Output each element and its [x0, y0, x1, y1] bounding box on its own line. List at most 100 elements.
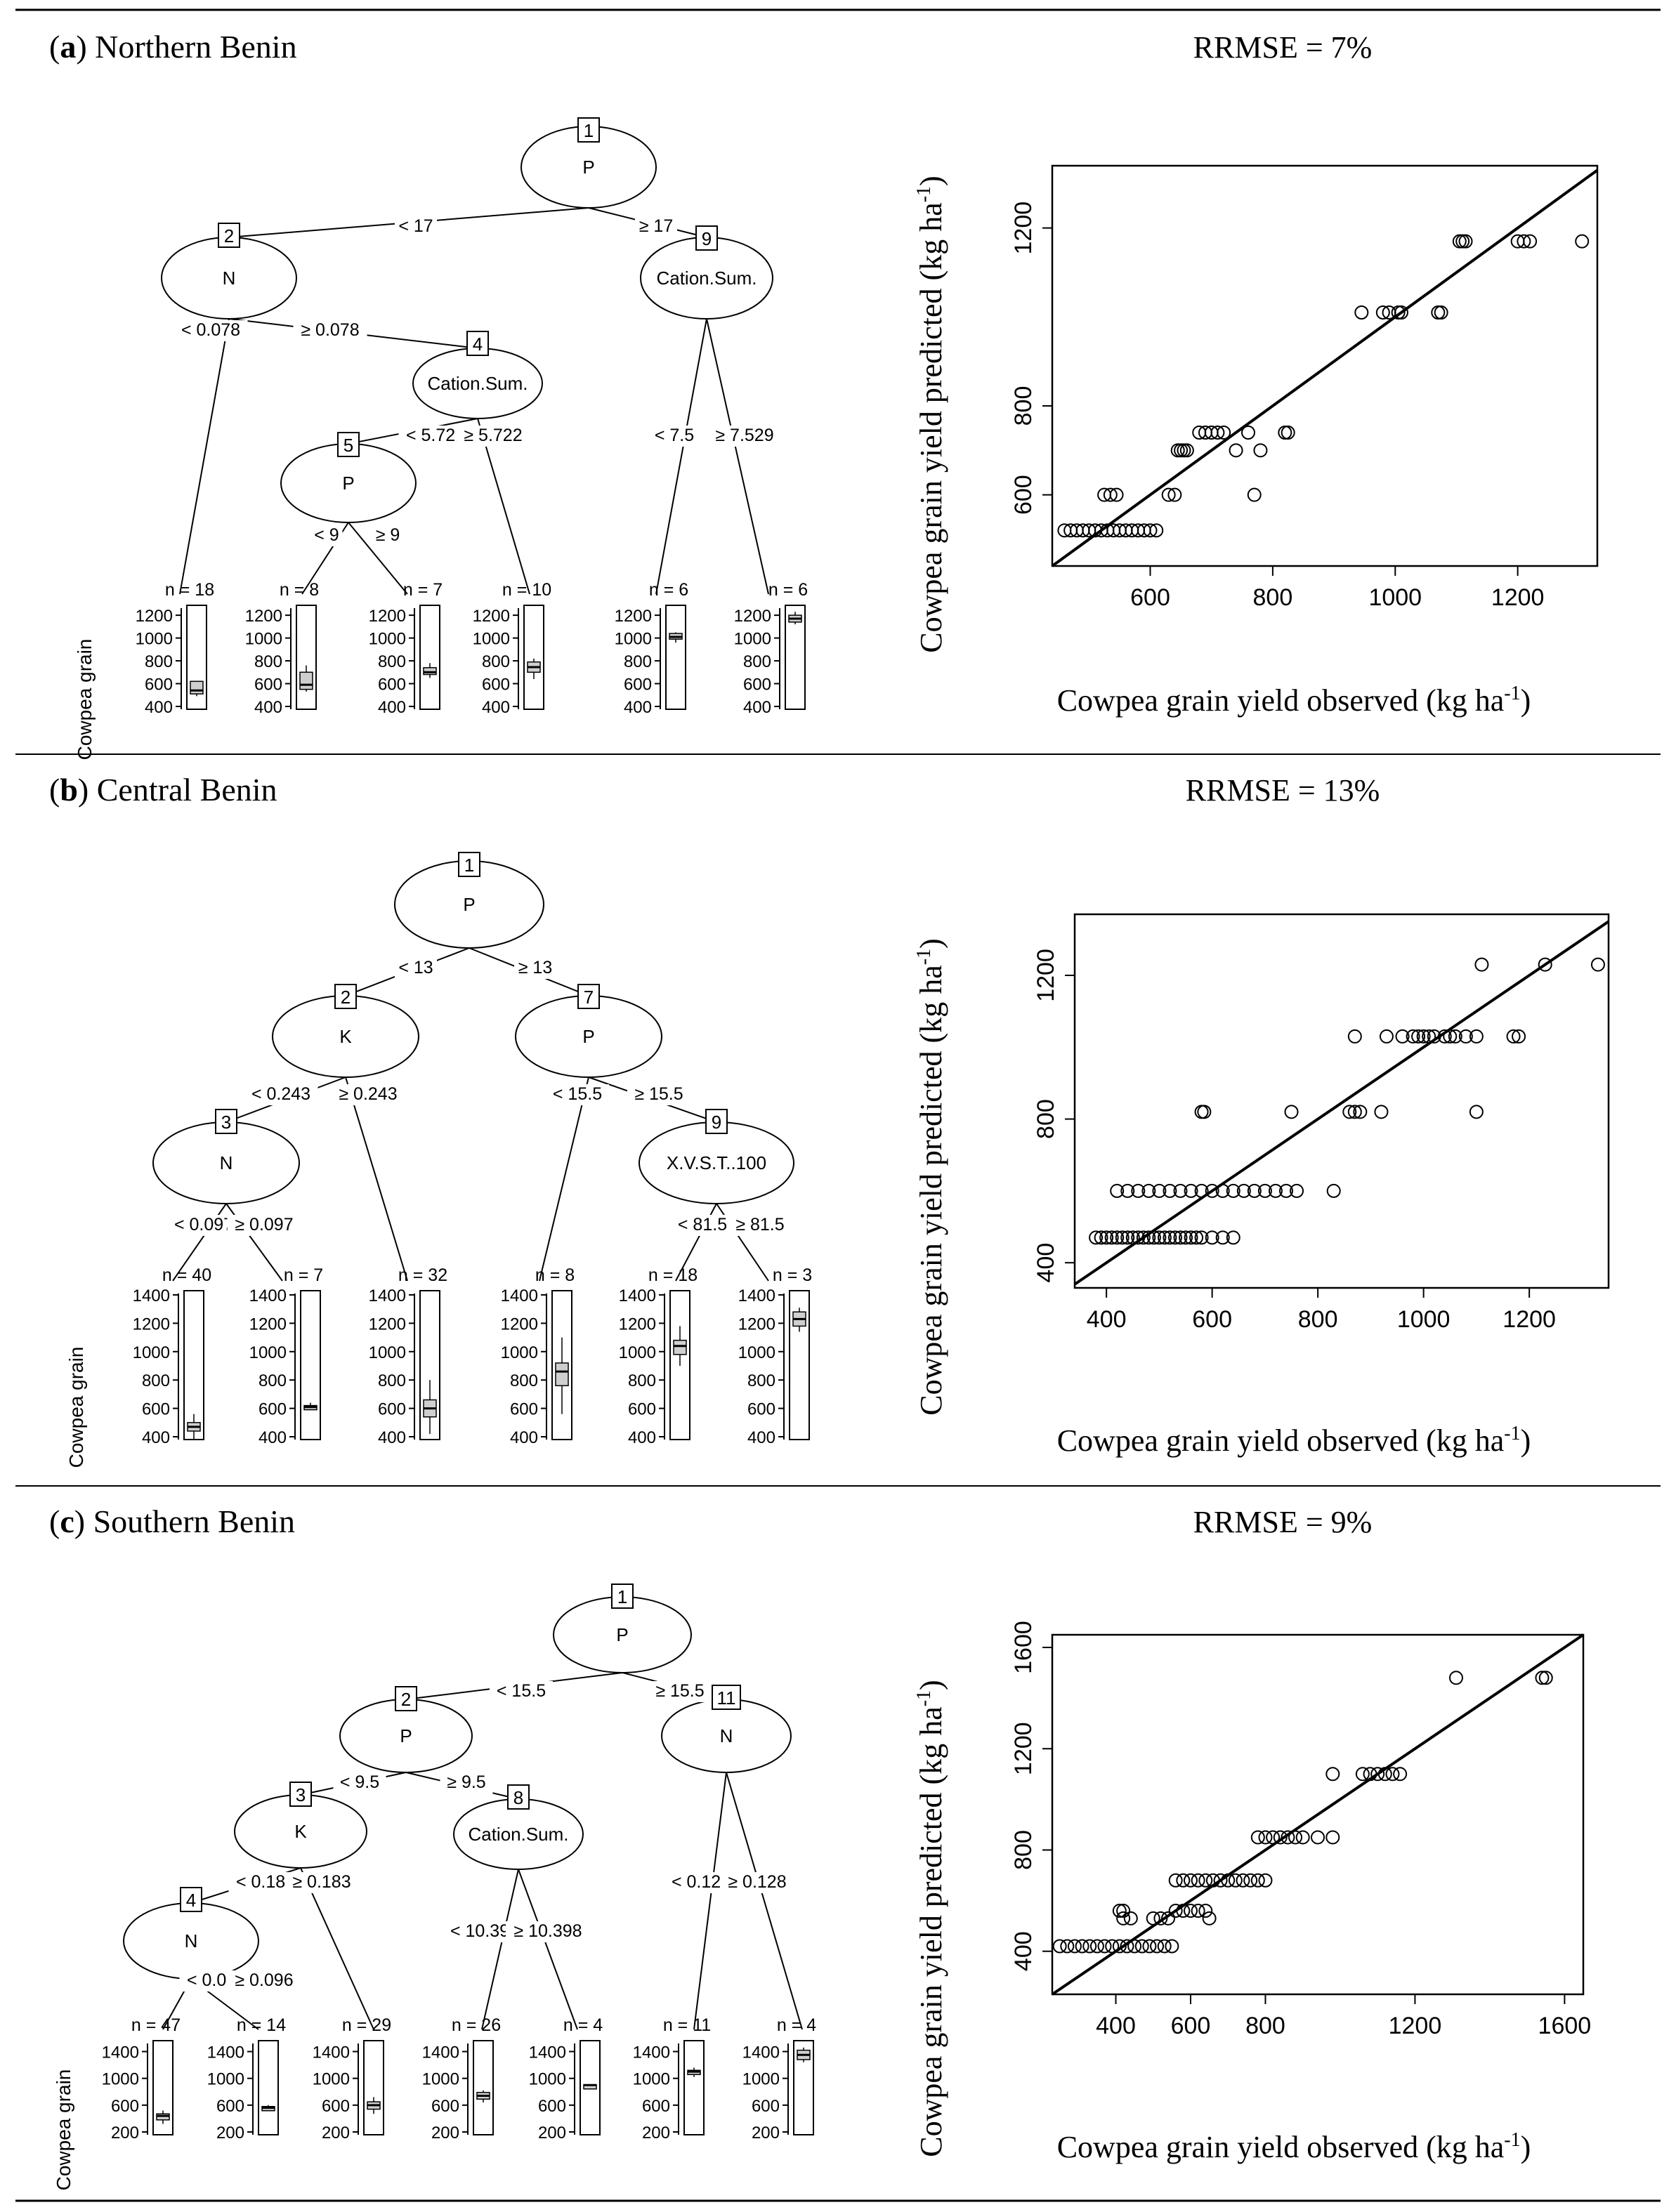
data-point	[1517, 234, 1531, 249]
leaf-frame	[363, 2040, 384, 2135]
tree-node-variable: P	[400, 1725, 412, 1746]
data-point	[1250, 1873, 1265, 1888]
data-point	[1406, 1029, 1420, 1044]
leaf-count: n = 40	[162, 1265, 211, 1285]
data-point	[1123, 1911, 1138, 1925]
data-point	[1590, 957, 1605, 972]
leaf-axis-label: Cowpea grain	[53, 2069, 74, 2191]
tree-edge	[539, 1077, 589, 1282]
data-point	[1167, 1230, 1182, 1245]
split-label-bg	[490, 1681, 553, 1702]
y-axis-label-close: )	[914, 1680, 948, 1690]
data-point	[1205, 1183, 1219, 1198]
metric-label: RRMSE = 7%	[1193, 30, 1373, 65]
split-label: ≥ 0.097	[235, 1215, 293, 1235]
split-label-bg	[372, 525, 404, 546]
data-point	[1141, 1183, 1156, 1198]
leaf-tick-label: 1000	[102, 2070, 139, 2089]
tree-node-id-box	[458, 852, 480, 877]
tree-node-id: 5	[343, 435, 353, 456]
leaf-tick-label: 200	[752, 2124, 780, 2142]
data-point	[1512, 1029, 1526, 1044]
split-label-bg	[227, 1970, 301, 1992]
tree-node-id: 11	[717, 1687, 736, 1709]
tree-node-id: 2	[341, 987, 351, 1008]
leaf-count: n = 8	[280, 580, 319, 600]
data-point	[1179, 443, 1194, 458]
x-tick-label: 400	[1087, 1306, 1127, 1333]
data-point	[1116, 1904, 1131, 1918]
data-point	[1221, 1873, 1236, 1888]
leaf-tick-label: 1000	[619, 1343, 656, 1362]
y-axis-label-text: Cowpea grain yield predicted (kg ha	[914, 1706, 948, 2157]
split-label: ≥ 81.5	[735, 1215, 784, 1235]
tree-node-variable: P	[342, 473, 354, 494]
data-point	[1326, 1183, 1341, 1198]
data-point	[1290, 1183, 1304, 1198]
leaf-tick-label: 1200	[473, 607, 510, 626]
split-label: < 0.078	[181, 320, 240, 340]
y-axis-label: Cowpea grain yield predicted (kg ha-1)	[913, 938, 948, 1415]
tree-node-id: 3	[296, 1784, 306, 1805]
data-point	[1177, 443, 1191, 458]
leaf-count: n = 8	[535, 1265, 575, 1285]
data-point	[1226, 1183, 1240, 1198]
panel-title: ) Northern Benin	[76, 29, 296, 65]
leaf-tick-label: 400	[142, 1428, 170, 1447]
leaf-tick-label: 600	[216, 2097, 244, 2116]
data-point	[1391, 305, 1406, 320]
leaf-tick-label: 1000	[136, 630, 173, 649]
split-label: < 5.722	[406, 426, 465, 445]
data-point	[1411, 1029, 1426, 1044]
data-point	[1170, 443, 1185, 458]
leaf-tick-label: 200	[431, 2124, 459, 2142]
leaf-tick-label: 600	[752, 2097, 780, 2116]
data-point	[1416, 1029, 1431, 1044]
split-label: < 9.5	[340, 1772, 379, 1792]
panel-heading: (b) Central Benin	[49, 772, 277, 808]
leaf-tick-label: 600	[624, 676, 652, 694]
tree-node-id-box	[215, 1109, 237, 1134]
leaf-tick-label: 600	[322, 2097, 350, 2116]
tree-node-id-box	[466, 331, 489, 356]
data-point	[1325, 1767, 1340, 1782]
split-label: ≥ 0.096	[235, 1970, 293, 1990]
tree-node-id: 4	[473, 334, 483, 355]
data-point	[1215, 1230, 1230, 1245]
split-label-bg	[635, 216, 677, 237]
data-point	[1226, 1230, 1240, 1245]
data-point	[1375, 305, 1390, 320]
leaf-tick-label: 800	[743, 652, 771, 671]
data-point	[1506, 1029, 1521, 1044]
data-point	[1288, 1830, 1303, 1845]
data-point	[1385, 1767, 1400, 1782]
data-point	[1149, 523, 1164, 538]
tree-node-variable: N	[220, 1152, 233, 1173]
leaf-tick-label: 1000	[633, 2070, 670, 2089]
leaf-tick-label: 1200	[738, 1315, 775, 1334]
data-point	[1176, 1873, 1191, 1888]
tree-edge	[655, 318, 707, 595]
data-point	[1150, 1939, 1165, 1954]
leaf-box	[673, 1339, 687, 1355]
panel-b: (b) Central Benin RRMSE = 13% P 1 K 2 N 3 P 7 X.V.…	[49, 772, 1610, 1468]
leaf-tick-label: 800	[378, 652, 406, 671]
data-point	[1197, 1105, 1212, 1119]
data-point	[1163, 1230, 1177, 1245]
data-point	[1311, 1830, 1325, 1845]
leaf-tick-label: 1400	[313, 2043, 350, 2062]
data-point	[1194, 1183, 1209, 1198]
tree-node-id: 8	[513, 1787, 523, 1808]
plot-frame	[1051, 164, 1599, 567]
split-label: ≥ 9	[376, 525, 400, 545]
data-point	[1284, 1105, 1299, 1119]
data-point	[1458, 234, 1473, 249]
x-axis-label: Cowpea grain yield observed (kg ha-1)	[1057, 1423, 1531, 1458]
tree-node-variable: P	[582, 1026, 594, 1047]
leaf-count: n = 26	[452, 2015, 501, 2035]
data-point	[1142, 1939, 1157, 1954]
tree-node-id: 1	[617, 1586, 627, 1607]
split-label-bg	[506, 1921, 590, 1942]
split-label: ≥ 17	[639, 216, 673, 236]
data-point	[1205, 1873, 1220, 1888]
